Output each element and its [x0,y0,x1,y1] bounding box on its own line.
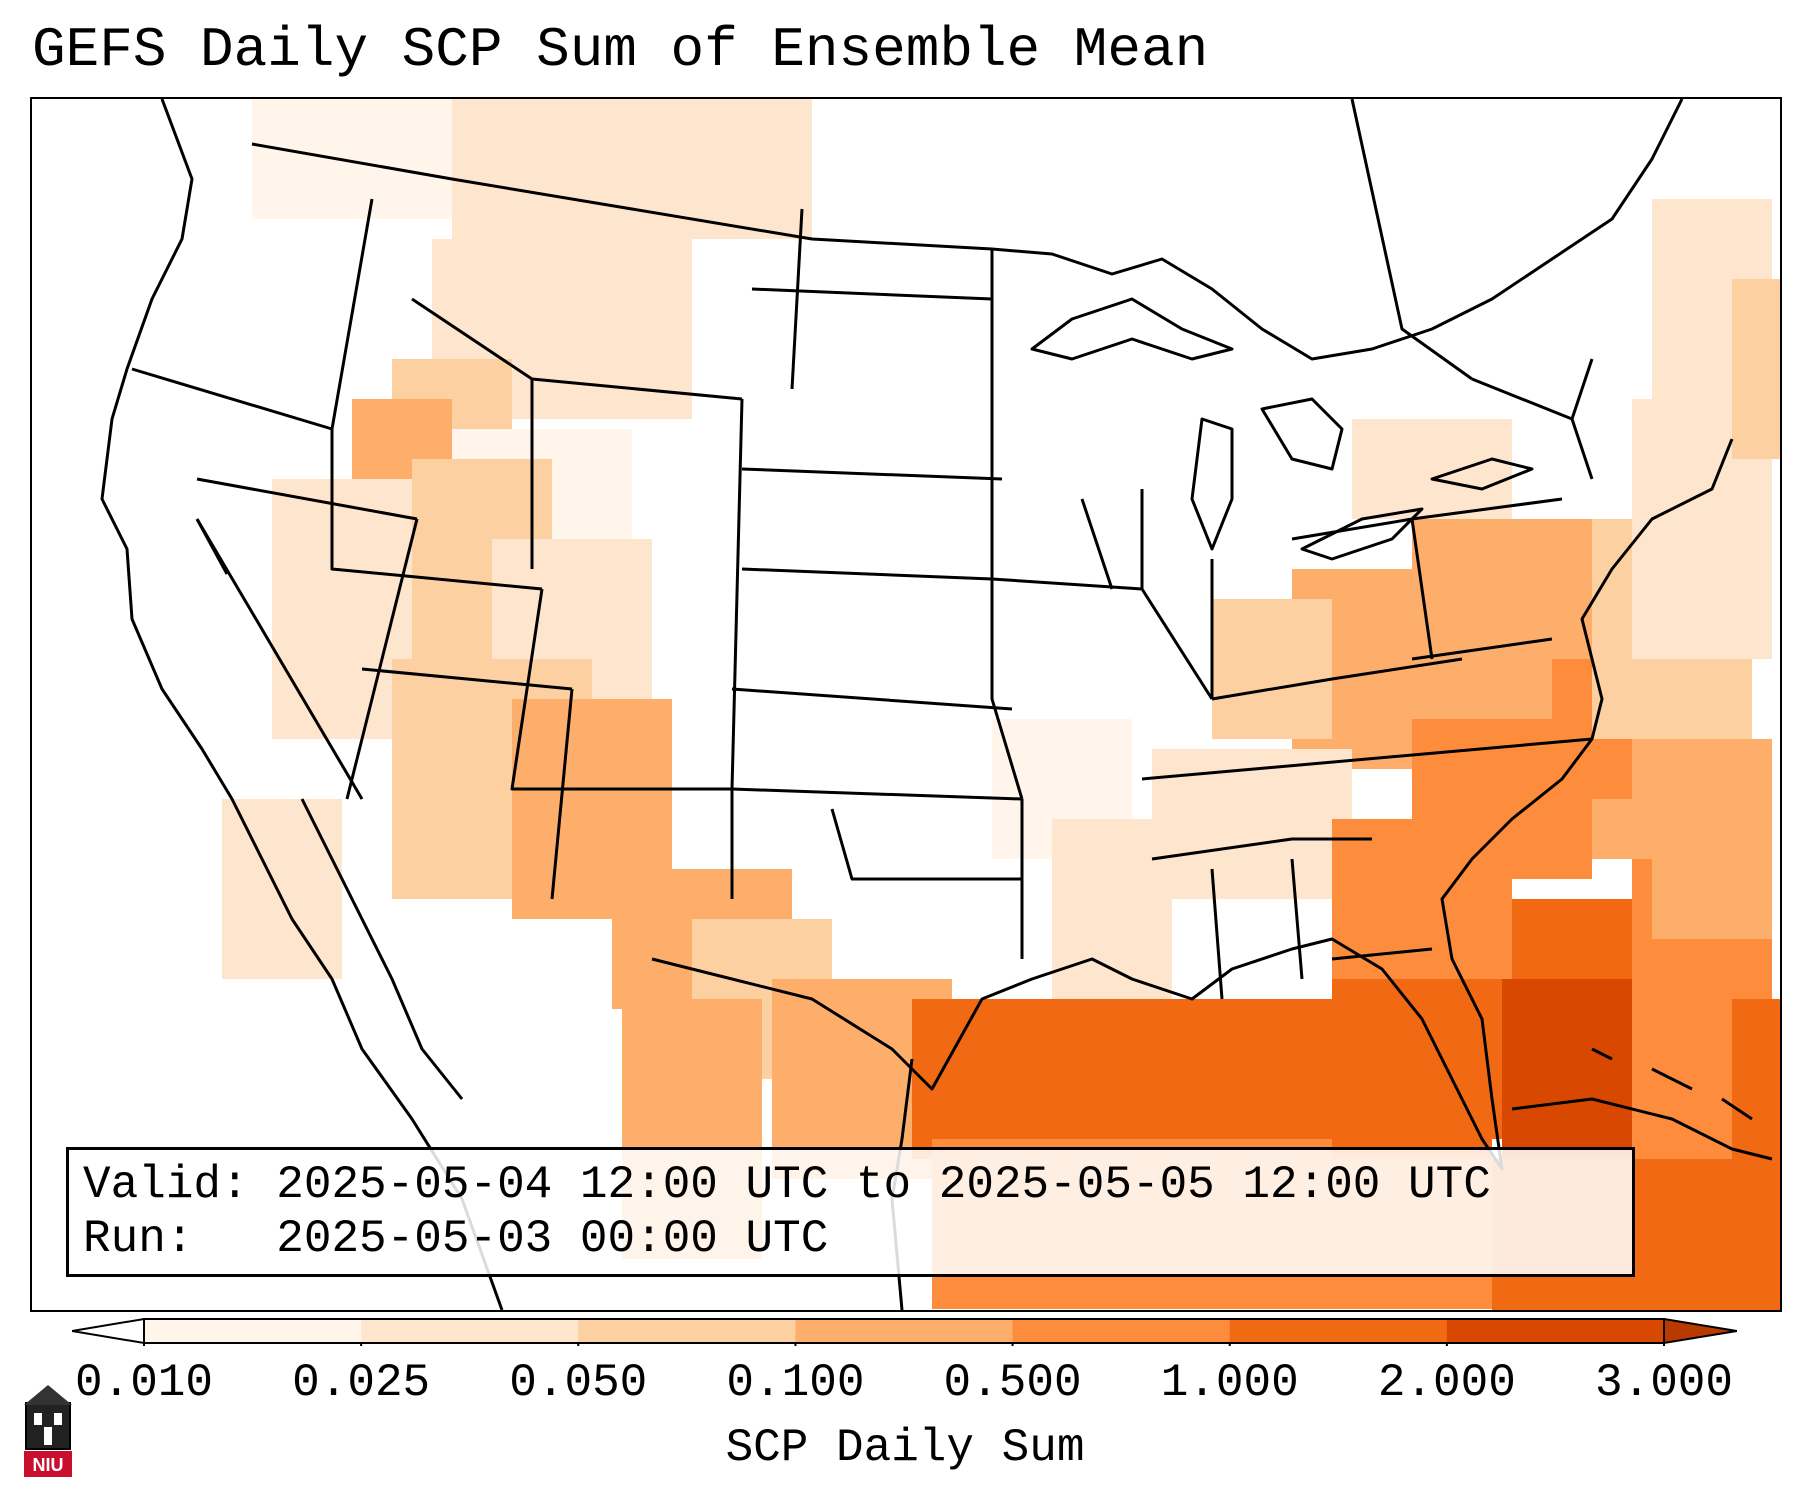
scp-fill-cell [222,799,342,979]
state-line [741,467,1003,481]
colorbar-graphic [71,1317,1738,1346]
colorbar [71,1316,1738,1346]
scp-fill-cell [1412,719,1592,879]
lake-erie [1300,507,1424,561]
scp-fill-cell [252,99,452,219]
canada-border [251,99,1684,361]
state-line [751,287,993,301]
gulf-coast [651,438,1734,1171]
colorbar-segment [1012,1319,1231,1343]
state-line [1290,858,1304,980]
colorbar-tick-label: 2.000 [1377,1357,1516,1409]
validity-info-box: Valid: 2025-05-04 12:00 UTC to 2025-05-0… [66,1147,1635,1277]
map-title: GEFS Daily SCP Sum of Ensemble Mean [32,18,1209,82]
state-line [830,808,1022,881]
state-line [1141,737,1593,781]
state-borders [100,99,1773,1310]
colorbar-segment [1446,1319,1665,1343]
scp-fill-cell [912,999,1332,1159]
state-line [1411,637,1553,661]
state-line [731,687,1013,711]
state-line [990,249,1024,800]
colorbar-extend-min [71,1317,145,1345]
state-line [731,787,1023,801]
state-line [1210,868,1224,1000]
canada-province-line [1350,99,1473,381]
colorbar-tick-label: 0.010 [74,1357,214,1409]
state-line [991,577,1214,700]
scp-fill-layer [222,99,1780,1310]
state-line [196,477,418,521]
colorbar-tick-label: 0.100 [726,1357,865,1409]
colorbar-tick-label: 0.500 [943,1357,1082,1409]
state-line [330,429,543,591]
scp-fill-cell [1332,979,1492,1159]
state-line [531,377,743,401]
valid-time-text: Valid: 2025-05-04 12:00 UTC to 2025-05-0… [83,1159,1491,1211]
colorbar-title: SCP Daily Sum [725,1422,1085,1474]
colorbar-segment [144,1319,362,1343]
baja-peninsula [300,798,464,1100]
lake-ontario [1430,457,1534,491]
state-line [730,398,744,790]
scp-fill-cell [1412,519,1612,659]
state-line [131,367,333,431]
colorbar-extend-max [1663,1317,1738,1345]
us-west-coast [100,99,504,1310]
colorbar-tick-label: 3.000 [1594,1357,1734,1409]
state-line [550,688,574,900]
scp-fill-cell [1052,819,1172,999]
state-line [345,518,419,800]
colorbar-tick-label: 0.050 [509,1357,648,1409]
scp-fill-cell [1732,999,1780,1199]
state-line [1080,498,1114,590]
state-line [790,208,804,390]
cuba [1511,1097,1773,1161]
map-panel[interactable] [30,97,1782,1312]
colorbar-tick-label: 0.025 [292,1357,431,1409]
colorbar-segment [1229,1319,1448,1343]
state-line [330,198,374,430]
scp-fill-cell [272,479,412,739]
colorbar-segment [795,1319,1014,1343]
scp-map[interactable] [32,99,1780,1310]
colorbar-segment [578,1319,796,1343]
state-line [1211,657,1463,701]
state-line [195,518,364,800]
scp-fill-cell [1732,279,1780,459]
run-time-text: Run: 2025-05-03 00:00 UTC [83,1213,829,1265]
state-line [1410,518,1434,660]
scp-fill-cell [1212,599,1332,739]
state-line [1151,837,1372,861]
state-line [510,588,732,791]
scp-fill-cell [1352,419,1512,519]
niu-logo-text: NIU [33,1455,64,1475]
colorbar-tick-label: 1.000 [1160,1357,1299,1409]
state-line [1331,947,1433,961]
lake-superior [1030,297,1234,361]
niu-logo: NIU [24,1385,72,1477]
state-line [361,667,573,691]
lake-michigan [1190,417,1234,551]
state-line [1570,358,1594,420]
scp-fill-cell [1152,749,1352,899]
bahamas [1591,1047,1753,1121]
state-line [741,567,993,581]
colorbar-outline [143,1318,1665,1344]
colorbar-segment [361,1319,579,1343]
lake-huron [1260,397,1344,471]
scp-fill-cell [1502,979,1642,1159]
